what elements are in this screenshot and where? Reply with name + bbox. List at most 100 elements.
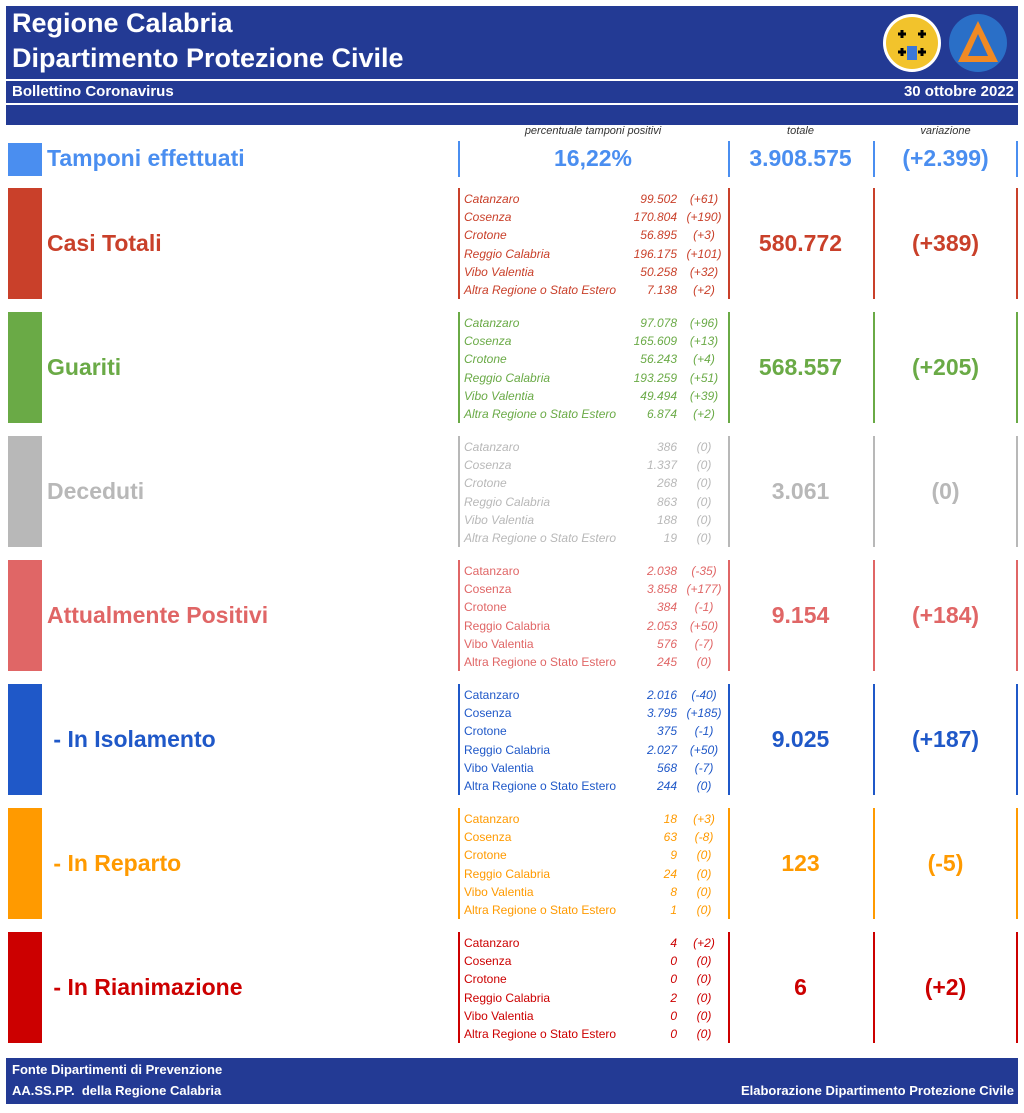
province: Catanzaro (464, 812, 520, 826)
province-value: 56.895 (640, 228, 677, 243)
province-change: (+2) (693, 936, 715, 950)
province: Altra Regione o Stato Estero (464, 779, 617, 793)
footer-source: Fonte Dipartimenti di Prevenzione (12, 1062, 223, 1077)
province: Crotone (464, 724, 507, 739)
province: Catanzaro (464, 936, 520, 950)
province-change: (+13) (689, 334, 719, 349)
province-value: 2.038 (646, 564, 677, 578)
section-label: Deceduti (47, 478, 145, 504)
province-value: 0 (670, 972, 677, 987)
province-change: (0) (696, 972, 712, 987)
section-label: Guariti (47, 354, 122, 380)
province-value: 2.016 (646, 688, 677, 702)
total: 123 (781, 850, 820, 876)
column-rule (873, 141, 875, 177)
column-header: variazione (920, 125, 971, 137)
province-value: 3.858 (646, 582, 677, 597)
province-change: (-35) (691, 564, 717, 578)
column-rule (1016, 808, 1018, 919)
province-change: (-8) (694, 830, 714, 845)
color-bar (8, 312, 42, 423)
section-label: - In Reparto (47, 850, 182, 876)
column-rule (728, 188, 730, 299)
province: Cosenza (464, 954, 512, 969)
province: Catanzaro (464, 316, 520, 330)
province-change: (0) (696, 494, 712, 509)
divider (6, 103, 1018, 105)
divider (6, 79, 1018, 81)
province: Reggio Calabria (464, 866, 551, 881)
column-rule (728, 436, 730, 547)
province-value: 24 (663, 866, 677, 881)
province: Altra Regione o Stato Estero (464, 903, 617, 917)
province-change: (0) (696, 476, 712, 491)
section-label: - In Isolamento (47, 726, 216, 752)
province: Altra Regione o Stato Estero (464, 655, 617, 669)
province-change: (0) (696, 884, 712, 899)
column-rule (458, 560, 460, 671)
province-value: 863 (656, 494, 677, 509)
province-change: (0) (696, 531, 712, 545)
province-value: 384 (656, 600, 677, 615)
column-rule (458, 684, 460, 795)
province-change: (0) (696, 440, 712, 454)
province-value: 99.502 (640, 192, 677, 206)
total: 3.061 (771, 478, 830, 504)
title: Regione Calabria (12, 8, 233, 38)
province-change: (0) (696, 512, 712, 527)
color-bar (8, 684, 42, 795)
header (6, 6, 1018, 125)
province: Catanzaro (464, 192, 520, 206)
column-rule (458, 436, 460, 547)
province-value: 8 (670, 884, 677, 899)
province-change: (+177) (686, 582, 722, 597)
province-value: 165.609 (633, 334, 677, 349)
province-change: (0) (696, 866, 712, 881)
province-value: 244 (656, 779, 677, 793)
province-change: (+3) (693, 228, 715, 243)
province-value: 1 (670, 903, 677, 917)
province-value: 0 (670, 954, 677, 969)
column-rule (1016, 436, 1018, 547)
province: Altra Regione o Stato Estero (464, 531, 617, 545)
province-change: (-1) (694, 600, 714, 615)
column-rule (873, 684, 875, 795)
column-rule (1016, 141, 1018, 177)
province: Reggio Calabria (464, 370, 551, 385)
change: (+205) (911, 354, 980, 380)
province-change: (+32) (689, 264, 719, 279)
province-value: 2.053 (646, 618, 677, 633)
row-label: Tamponi effettuati (47, 145, 245, 171)
province-change: (-7) (694, 760, 714, 775)
column-rule (873, 932, 875, 1043)
province-change: (-1) (694, 724, 714, 739)
color-bar (8, 808, 42, 919)
subtitle: Dipartimento Protezione Civile (12, 43, 404, 73)
province-value: 0 (670, 1008, 677, 1023)
color-bar (8, 188, 42, 299)
province-change: (+4) (693, 352, 715, 367)
province-change: (-40) (691, 688, 717, 702)
column-rule (873, 808, 875, 919)
column-rule (728, 932, 730, 1043)
province-value: 19 (663, 531, 677, 545)
column-rule (728, 560, 730, 671)
column-rule (728, 141, 730, 177)
column-rule (873, 188, 875, 299)
change: (+389) (911, 230, 980, 256)
column-rule (458, 188, 460, 299)
province-value: 375 (656, 724, 677, 739)
total: 6 (794, 974, 807, 1000)
province-value: 56.243 (640, 352, 677, 367)
column-rule (1016, 312, 1018, 423)
province-value: 50.258 (640, 264, 677, 279)
province-change: (+39) (689, 388, 719, 403)
province-change: (+2) (693, 407, 715, 421)
province-value: 97.078 (640, 316, 677, 330)
footer (6, 1058, 1018, 1104)
change: (0) (931, 478, 960, 504)
change: (+184) (911, 602, 980, 628)
province-value: 245 (656, 655, 677, 669)
total: 580.772 (758, 230, 843, 256)
province-value: 1.337 (646, 458, 677, 473)
